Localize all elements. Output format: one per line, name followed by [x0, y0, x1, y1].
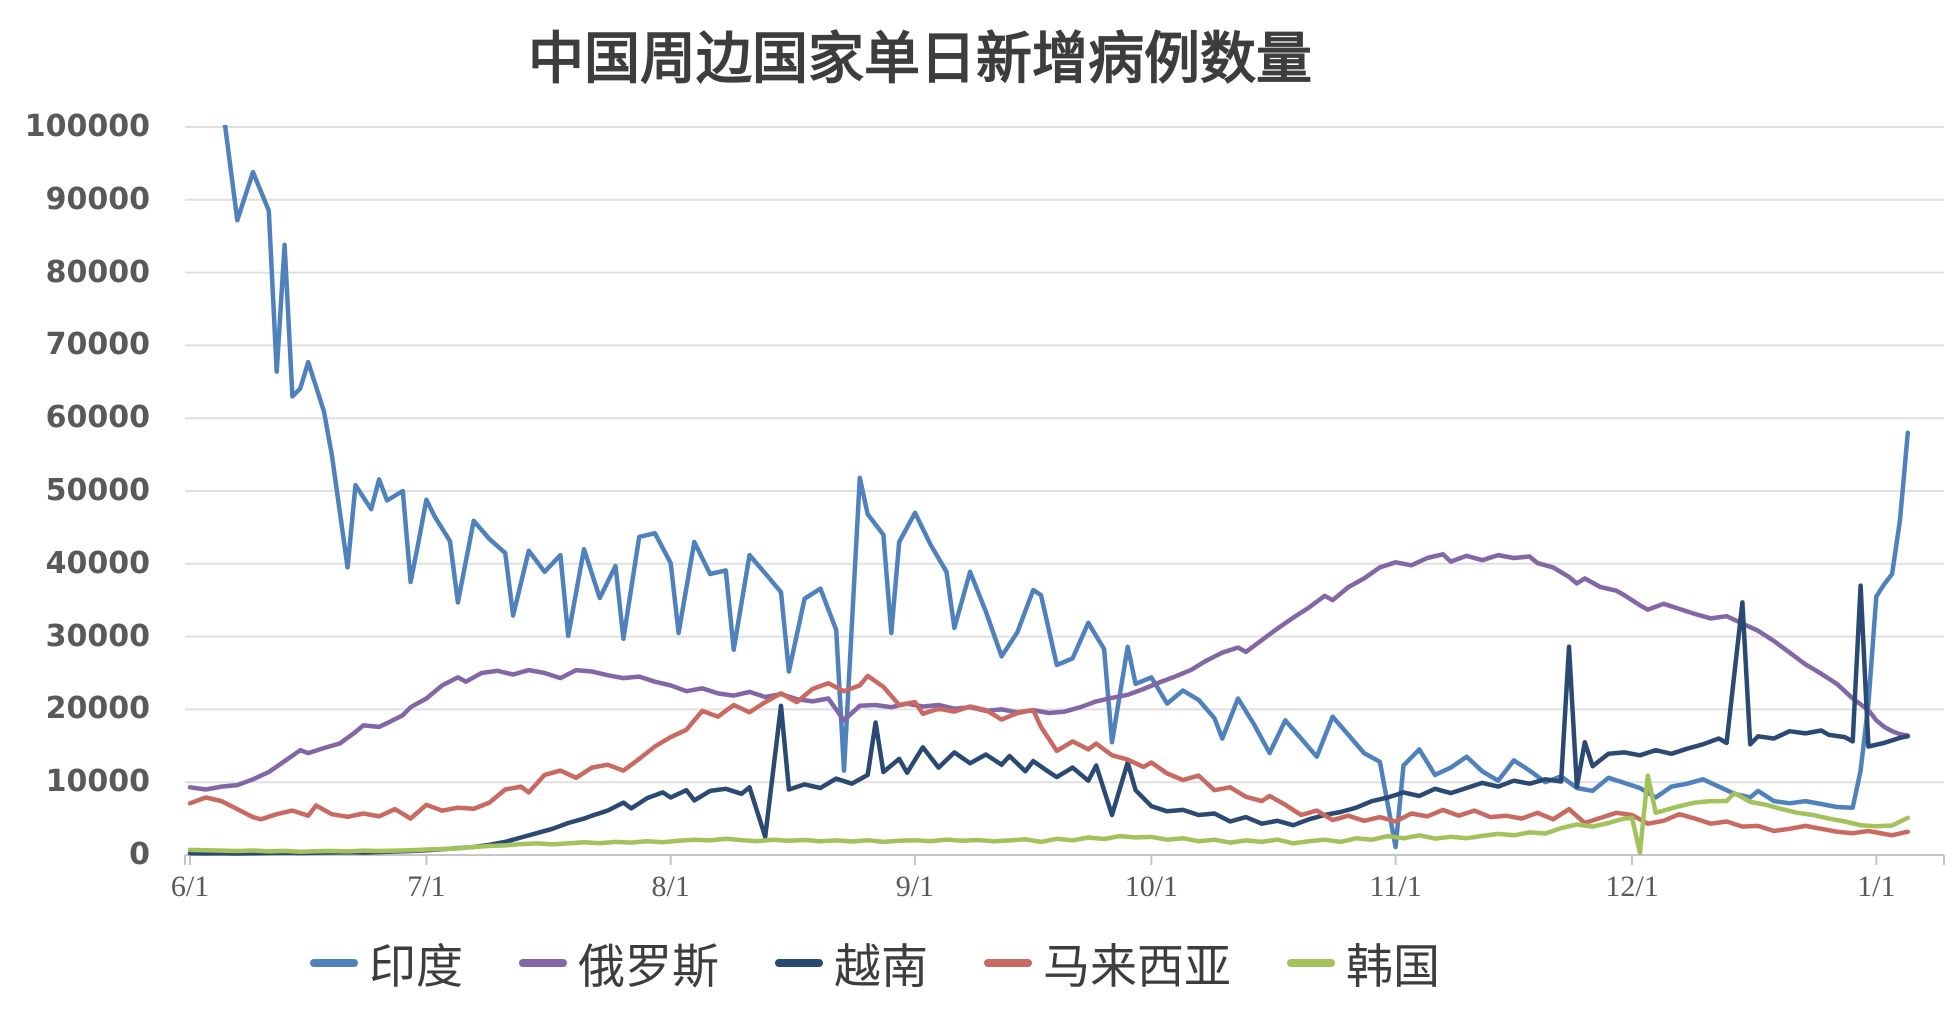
y-tick-label-10000: 10000 [45, 764, 150, 800]
legend-label-vietnam: 越南 [834, 940, 928, 995]
x-tick-label-10-1: 10/1 [1124, 870, 1179, 903]
legend-item-malaysia[interactable]: 马来西亚 [984, 928, 1231, 997]
legend: 印度 俄罗斯 越南 马来西亚 韩国 [0, 928, 1750, 997]
series-line-vietnam[interactable] [187, 583, 1911, 856]
legend-item-korea[interactable]: 韩国 [1287, 928, 1440, 997]
legend-swatch-india [310, 958, 358, 967]
legend-swatch-vietnam [775, 958, 823, 967]
x-tick-label-9-1: 9/1 [895, 870, 935, 903]
y-tick-label-60000: 60000 [45, 400, 150, 436]
series-group [187, 0, 1911, 856]
x-axis [184, 854, 1945, 865]
legend-label-malaysia: 马来西亚 [1043, 940, 1231, 995]
x-tick-label-7-1: 7/1 [407, 870, 446, 903]
series-line-russia[interactable] [187, 552, 1911, 792]
legend-swatch-malaysia [984, 958, 1032, 967]
legend-label-india: 印度 [369, 940, 463, 995]
y-tick-label-90000: 90000 [45, 181, 150, 217]
chart-title: 中国周边国家单日新增病例数量 [528, 26, 1312, 92]
y-tick-label-70000: 70000 [45, 327, 150, 363]
x-tick-label-8-1: 8/1 [651, 870, 690, 903]
legend-label-korea: 韩国 [1346, 940, 1440, 995]
y-tick-label-0: 0 [129, 837, 150, 872]
series-line-india[interactable] [190, 0, 1911, 850]
series-line-korea[interactable] [187, 773, 1911, 856]
legend-label-russia: 俄罗斯 [578, 940, 719, 995]
y-tick-label-20000: 20000 [45, 691, 150, 727]
y-tick-label-30000: 30000 [45, 618, 150, 654]
y-tick-label-50000: 50000 [45, 473, 150, 508]
y-tick-label-40000: 40000 [45, 545, 150, 581]
x-tick-label-11-1: 11/1 [1369, 870, 1422, 903]
x-tick-label-12-1: 12/1 [1605, 870, 1659, 903]
legend-item-vietnam[interactable]: 越南 [775, 928, 928, 997]
legend-swatch-korea [1287, 958, 1335, 967]
x-tick-label-1-1: 1/1 [1857, 870, 1896, 903]
legend-swatch-russia [519, 958, 567, 967]
y-tick-label-100000: 100000 [24, 109, 150, 144]
series-line-malaysia[interactable] [187, 673, 1911, 838]
legend-item-india[interactable]: 印度 [310, 928, 463, 997]
y-tick-label-80000: 80000 [45, 254, 150, 290]
x-tick-label-6-1: 6/1 [170, 870, 210, 903]
legend-item-russia[interactable]: 俄罗斯 [519, 928, 719, 997]
